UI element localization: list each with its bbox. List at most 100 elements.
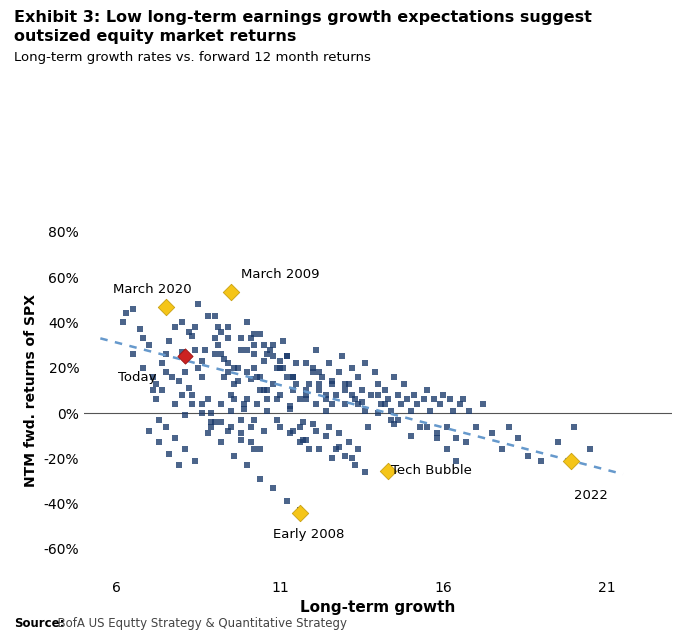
Point <box>137 363 148 373</box>
Point <box>180 351 191 362</box>
Point <box>209 417 220 428</box>
Point <box>369 367 380 378</box>
Point <box>229 378 240 388</box>
Point <box>366 390 377 400</box>
Point <box>281 351 292 362</box>
Point <box>412 399 423 409</box>
Point <box>268 340 279 350</box>
Point <box>470 422 482 432</box>
Point <box>340 385 351 396</box>
Point <box>170 433 181 443</box>
Text: Exhibit 3: Low long-term earnings growth expectations suggest: Exhibit 3: Low long-term earnings growth… <box>14 10 592 24</box>
Point <box>356 397 368 407</box>
Point <box>457 394 468 404</box>
Point <box>219 353 230 364</box>
Point <box>235 435 246 445</box>
Point <box>248 363 260 373</box>
Point <box>268 351 279 362</box>
Point <box>486 428 498 438</box>
Point <box>431 433 442 443</box>
Point <box>255 385 266 396</box>
Point <box>248 444 260 454</box>
Point <box>190 322 201 332</box>
Point <box>359 467 370 477</box>
Text: March 2009: March 2009 <box>241 268 319 282</box>
Point <box>118 317 129 328</box>
Point <box>284 403 295 413</box>
Point <box>372 390 384 400</box>
Point <box>186 331 197 341</box>
Point <box>251 399 262 409</box>
Point <box>300 435 312 445</box>
Point <box>441 444 452 454</box>
Point <box>173 376 184 387</box>
Y-axis label: NTM fwd. returns of SPX: NTM fwd. returns of SPX <box>24 294 38 487</box>
Point <box>300 385 312 396</box>
Point <box>258 340 270 350</box>
Text: Source:: Source: <box>14 618 64 630</box>
Point <box>300 358 312 369</box>
Point <box>271 363 282 373</box>
Point <box>196 356 207 366</box>
Point <box>288 372 299 382</box>
Point <box>271 415 282 425</box>
Point <box>196 372 207 382</box>
Point <box>435 399 446 409</box>
Point <box>333 367 344 378</box>
Point <box>274 356 286 366</box>
Point <box>421 422 433 432</box>
Point <box>225 390 237 400</box>
Point <box>209 310 220 321</box>
Point <box>202 428 214 438</box>
Point <box>258 426 270 436</box>
Point <box>320 390 331 400</box>
Point <box>274 422 286 432</box>
Point <box>294 508 305 518</box>
Point <box>212 340 223 350</box>
Point <box>288 426 299 436</box>
Point <box>202 310 214 321</box>
Point <box>376 399 387 409</box>
Point <box>225 406 237 416</box>
Point <box>359 358 370 369</box>
Point <box>157 358 168 369</box>
Point <box>245 437 256 447</box>
Point <box>363 422 374 432</box>
Point <box>173 460 184 470</box>
Point <box>147 385 158 396</box>
Point <box>314 385 325 396</box>
Point <box>290 358 302 369</box>
Point <box>346 453 358 463</box>
Point <box>163 449 174 459</box>
Point <box>317 372 328 382</box>
Point <box>386 406 397 416</box>
Point <box>415 422 426 432</box>
Point <box>216 326 227 337</box>
Point <box>307 419 318 429</box>
Point <box>176 347 188 357</box>
Point <box>271 394 282 404</box>
Point <box>248 329 260 339</box>
Point <box>241 394 253 404</box>
Point <box>425 406 436 416</box>
Point <box>241 317 253 328</box>
Point <box>346 363 358 373</box>
Point <box>320 394 331 404</box>
Point <box>294 505 305 515</box>
Point <box>261 406 272 416</box>
Point <box>176 390 188 400</box>
Point <box>464 406 475 416</box>
Point <box>222 322 233 332</box>
Point <box>163 335 174 346</box>
Point <box>241 460 253 470</box>
Point <box>503 422 514 432</box>
Point <box>441 422 452 432</box>
Point <box>186 390 197 400</box>
Point <box>281 351 292 362</box>
Point <box>248 415 260 425</box>
Point <box>333 442 344 452</box>
Point <box>477 399 488 409</box>
Point <box>176 317 188 328</box>
Point <box>288 385 299 396</box>
Point <box>219 372 230 382</box>
